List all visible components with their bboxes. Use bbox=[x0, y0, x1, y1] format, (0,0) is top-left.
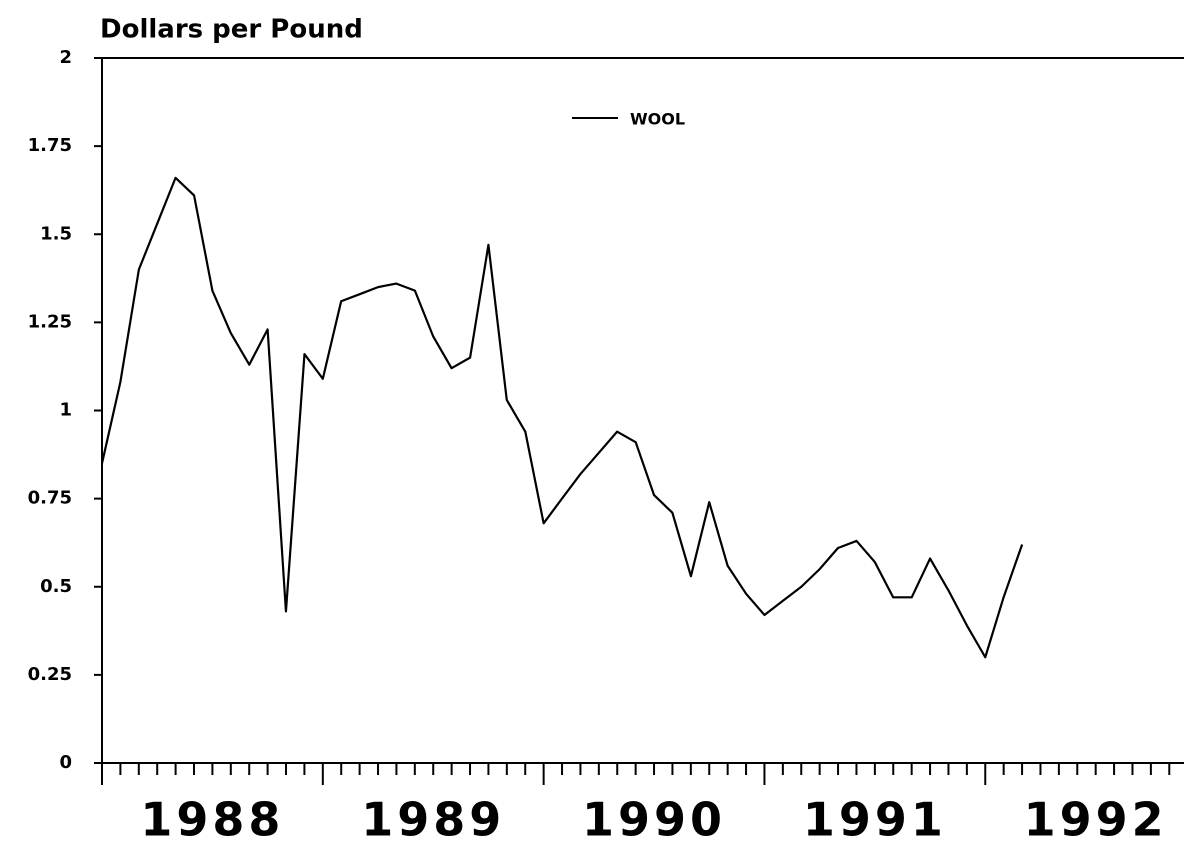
y-tick-label: 1 bbox=[59, 400, 72, 421]
y-tick-label: 0.25 bbox=[28, 664, 72, 685]
x-tick-label: 1992 bbox=[1024, 793, 1168, 847]
y-tick-label: 1.25 bbox=[28, 311, 72, 332]
y-tick-label: 0 bbox=[59, 752, 72, 773]
legend-label: WOOL bbox=[630, 110, 685, 129]
y-tick-label: 2 bbox=[59, 47, 72, 68]
chart-title: Dollars per Pound bbox=[100, 15, 363, 45]
x-tick-label: 1990 bbox=[582, 793, 726, 847]
x-tick-label: 1989 bbox=[361, 793, 505, 847]
y-tick-label: 1.75 bbox=[28, 135, 72, 156]
y-tick-label: 0.5 bbox=[40, 576, 72, 597]
x-tick-label: 1988 bbox=[140, 793, 284, 847]
data-line bbox=[100, 176, 1024, 659]
y-tick-label: 1.5 bbox=[40, 223, 72, 244]
y-tick-label: 0.75 bbox=[28, 488, 72, 509]
x-tick-label: 1991 bbox=[803, 793, 947, 847]
